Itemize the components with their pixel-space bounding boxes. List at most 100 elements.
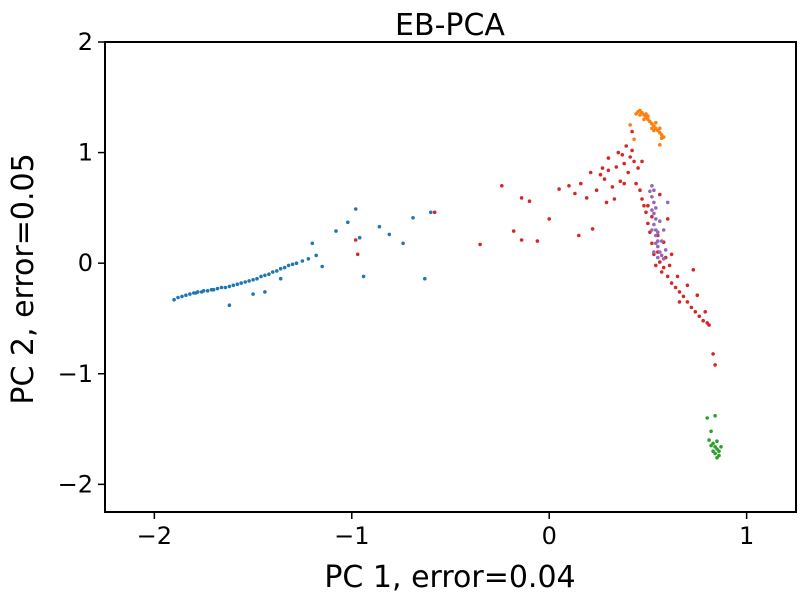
y-tick-label: −2	[58, 470, 93, 498]
scatter-point-s3-61	[600, 166, 605, 170]
scatter-point-s4-26	[650, 228, 654, 232]
scatter-point-s3-59	[604, 200, 609, 205]
scatter-point-s2-7	[719, 445, 723, 449]
scatter-point-s4-13	[659, 253, 664, 258]
x-axis-label: PC 1, error=0.04	[324, 560, 575, 595]
x-tick-label: 1	[739, 522, 754, 550]
scatter-point-s0-27	[271, 270, 275, 274]
scatter-point-s0-52	[423, 276, 427, 281]
scatter-point-s4-2	[650, 195, 654, 199]
scatter-point-s0-33	[294, 261, 299, 266]
scatter-point-s3-44	[673, 285, 678, 290]
scatter-point-s3-70	[691, 268, 696, 272]
scatter-point-s2-3	[717, 449, 721, 454]
axis-ticks: −2 −1 0 1 −2 −1 0 1 2	[58, 28, 755, 550]
scatter-point-s3-74	[606, 156, 611, 160]
scatter-point-s3-14	[598, 172, 603, 177]
scatter-point-s0-39	[278, 276, 283, 281]
x-tick-label: −1	[334, 522, 369, 550]
scatter-point-s0-37	[251, 292, 255, 296]
scatter-point-s3-69	[685, 283, 690, 288]
scatter-point-s3-49	[693, 310, 698, 314]
scatter-point-s3-43	[669, 281, 674, 285]
scatter-point-s3-18	[614, 165, 619, 169]
scatter-point-s0-21	[247, 279, 251, 283]
scatter-point-s3-24	[628, 155, 632, 159]
scatter-point-s4-25	[661, 228, 666, 232]
scatter-point-s0-15	[223, 285, 228, 290]
scatter-point-s3-33	[646, 221, 650, 226]
scatter-point-s3-1	[519, 196, 524, 200]
scatter-point-s0-9	[201, 289, 206, 293]
scatter-point-s3-46	[681, 294, 686, 299]
scatter-point-s3-75	[616, 150, 621, 155]
scatter-point-s0-32	[290, 262, 295, 267]
scatter-point-s1-20	[658, 126, 662, 131]
scatter-point-s0-34	[300, 259, 305, 263]
scatter-point-s4-6	[654, 217, 658, 221]
scatter-point-s0-4	[188, 292, 192, 296]
scatter-point-s0-29	[278, 266, 283, 271]
scatter-point-s0-28	[275, 269, 279, 273]
scatter-point-s3-84	[703, 310, 707, 314]
scatter-point-s3-39	[658, 260, 662, 264]
scatter-point-s1-15	[638, 113, 642, 117]
scatter-point-s3-62	[630, 129, 634, 134]
scatter-point-s2-14	[707, 438, 711, 442]
scatter-point-s0-16	[227, 284, 232, 289]
scatter-point-s3-11	[584, 196, 589, 200]
scatter-point-s3-63	[640, 159, 644, 164]
scatter-point-s1-21	[644, 112, 648, 116]
scatter-point-s3-23	[626, 170, 630, 175]
scatter-point-s0-2	[180, 294, 184, 299]
scatter-point-s3-30	[640, 197, 644, 201]
scatter-point-s0-38	[263, 290, 267, 294]
scatter-point-s3-2	[527, 199, 532, 203]
scatter-point-s3-7	[557, 187, 561, 191]
scatter-point-s3-76	[622, 181, 626, 186]
scatter-point-s3-55	[713, 363, 717, 367]
scatter-point-s0-48	[377, 224, 382, 229]
scatter-point-s0-50	[401, 241, 405, 246]
scatter-point-s3-53	[707, 323, 711, 327]
scatter-point-s0-44	[346, 220, 350, 225]
y-axis-label: PC 2, error=0.05	[6, 153, 41, 404]
chart-title: EB-PCA	[395, 8, 505, 43]
scatter-point-s3-37	[654, 263, 658, 268]
scatter-point-s3-47	[685, 300, 690, 304]
scatter-point-s3-27	[634, 181, 638, 186]
scatter-point-s3-0	[500, 184, 504, 188]
scatter-point-s3-29	[638, 188, 642, 192]
y-tick-label: −1	[58, 360, 93, 388]
scatter-point-s3-31	[642, 203, 646, 208]
x-tick-label: 0	[542, 522, 557, 550]
scatter-point-s3-22	[624, 144, 628, 148]
scatter-point-s4-21	[654, 241, 658, 246]
scatter-point-s4-11	[656, 244, 660, 249]
scatter-point-s4-15	[663, 248, 668, 252]
scatter-point-s2-10	[705, 416, 709, 420]
scatter-point-s3-48	[689, 305, 694, 310]
scatter-point-s0-22	[251, 278, 255, 282]
scatter-point-s0-36	[227, 303, 232, 308]
scatter-point-s3-67	[669, 252, 674, 257]
scatter-point-s3-19	[618, 179, 623, 184]
scatter-point-s0-13	[215, 286, 220, 291]
scatter-point-s3-41	[661, 265, 666, 270]
scatter-point-s3-45	[677, 290, 682, 294]
y-tick-label: 1	[78, 139, 93, 167]
scatter-point-s2-6	[715, 439, 719, 444]
scatter-point-s3-32	[644, 210, 648, 215]
scatter-point-s3-51	[701, 318, 705, 323]
scatter-point-s3-66	[665, 217, 670, 221]
scatter-point-s0-41	[310, 241, 315, 246]
scatter-point-s2-5	[709, 443, 713, 448]
scatter-point-s0-42	[320, 264, 325, 269]
scatter-point-s0-51	[411, 216, 415, 220]
scatter-point-s4-1	[652, 188, 656, 192]
scatter-point-s1-25	[632, 137, 636, 142]
scatter-point-s3-15	[602, 177, 607, 181]
scatter-point-s4-14	[661, 257, 666, 261]
scatter-point-s4-3	[652, 200, 656, 205]
